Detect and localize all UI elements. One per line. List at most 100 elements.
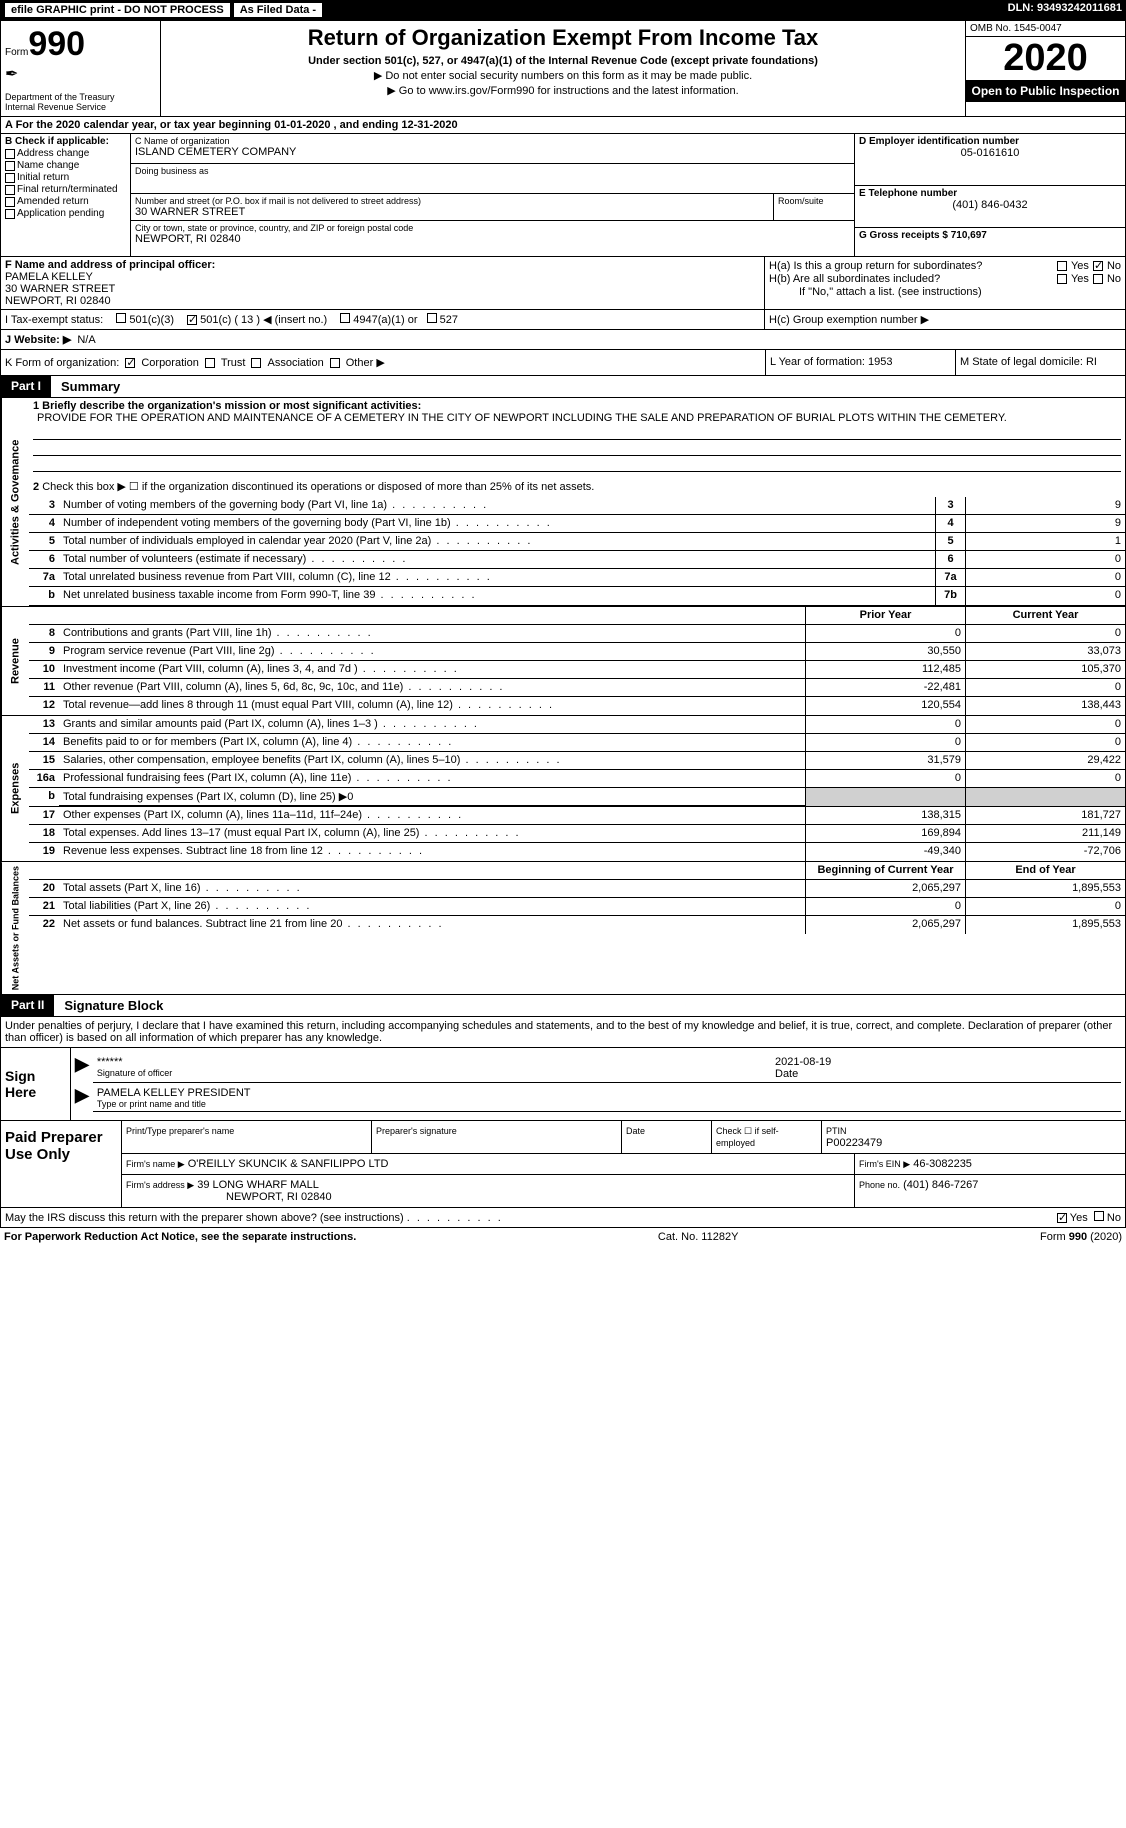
cb-address[interactable] [5,149,15,159]
m-domicile: M State of legal domicile: RI [955,350,1125,375]
form-container: efile GRAPHIC print - DO NOT PROCESS As … [0,0,1126,1246]
form-instr1: ▶ Do not enter social security numbers o… [165,69,961,82]
side-netassets: Net Assets or Fund Balances [1,862,29,994]
expense-row: 17Other expenses (Part IX, column (A), l… [29,807,1125,825]
ptin-value: P00223479 [826,1137,882,1149]
form-number: 990 [28,25,85,64]
netassets-row: 20Total assets (Part X, line 16)2,065,29… [29,880,1125,898]
cb-amended-label: Amended return [17,196,89,207]
cb-name[interactable] [5,161,15,171]
netassets-row: 22Net assets or fund balances. Subtract … [29,916,1125,934]
cb-assoc[interactable] [251,358,261,368]
officer-name-sig: PAMELA KELLEY PRESIDENT [97,1087,1117,1099]
phone-label: E Telephone number [859,188,1121,199]
street-label: Number and street (or P.O. box if mail i… [135,196,769,206]
ein-value: 05-0161610 [859,147,1121,159]
part2-title: Signature Block [54,995,173,1016]
dln: DLN: 93493242011681 [1008,2,1122,18]
firm-name-label: Firm's name ▶ [126,1159,185,1169]
netassets-row: 21Total liabilities (Part X, line 26)00 [29,898,1125,916]
h]b-yes[interactable] [1057,274,1067,284]
revenue-row: 8Contributions and grants (Part VIII, li… [29,625,1125,643]
j-label: J Website: ▶ [5,333,71,346]
prep-check-label: Check ☐ if self-employed [716,1126,779,1148]
cb-other[interactable] [330,358,340,368]
sign-here-label: Sign Here [1,1048,71,1120]
discuss-yes[interactable] [1057,1213,1067,1223]
hb-ifno: If "No," attach a list. (see instruction… [769,286,1121,298]
open-public: Open to Public Inspection [966,80,1125,102]
mission-text: PROVIDE FOR THE OPERATION AND MAINTENANC… [33,412,1121,424]
governance-row: 5Total number of individuals employed in… [29,533,1125,551]
ha-yes[interactable] [1057,261,1067,271]
firm-ein: 46-3082235 [913,1158,972,1170]
cb-corp[interactable] [125,358,135,368]
hb-label: H(b) Are all subordinates included? [769,273,1057,285]
efile-box: efile GRAPHIC print - DO NOT PROCESS [4,2,231,18]
cb-amended[interactable] [5,197,15,207]
room-label: Room/suite [778,196,850,206]
section-j: J Website: ▶ N/A [0,330,1126,350]
part1-tag: Part I [1,376,51,397]
hb-no[interactable] [1093,274,1103,284]
governance-row: 6Total number of volunteers (estimate if… [29,551,1125,569]
k-label: K Form of organization: [5,357,119,369]
prep-name-label: Print/Type preparer's name [126,1126,234,1136]
line1-label: 1 Briefly describe the organization's mi… [33,400,421,412]
section-k: K Form of organization: Corporation Trus… [0,350,1126,376]
firm-ein-label: Firm's EIN ▶ [859,1159,910,1169]
cb-501c3[interactable] [116,313,126,323]
form-header: Form 990 ✒ Department of the Treasury In… [0,20,1126,117]
phone-value: (401) 846-0432 [859,199,1121,211]
cb-trust[interactable] [205,358,215,368]
firm-name: O'REILLY SKUNCIK & SANFILIPPO LTD [188,1158,389,1170]
part1-header: Part I Summary [0,376,1126,398]
revenue-row: 12Total revenue—add lines 8 through 11 (… [29,697,1125,715]
expenses-section: Expenses 13Grants and similar amounts pa… [0,715,1126,861]
form-instr2: ▶ Go to www.irs.gov/Form990 for instruct… [165,84,961,97]
firm-addr: 39 LONG WHARF MALL [197,1179,319,1191]
hc-label: H(c) Group exemption number ▶ [765,310,1125,329]
header-begin: Beginning of Current Year [805,862,965,879]
main-info: B Check if applicable: Address change Na… [0,134,1126,257]
cb-pending[interactable] [5,209,15,219]
footer-center: Cat. No. 11282Y [658,1231,739,1243]
section-a: A For the 2020 calendar year, or tax yea… [0,117,1126,134]
penalty-text: Under penalties of perjury, I declare th… [1,1017,1125,1048]
cb-final-label: Final return/terminated [17,184,118,195]
expense-row: bTotal fundraising expenses (Part IX, co… [29,788,1125,807]
cb-4947[interactable] [340,313,350,323]
header-bar: efile GRAPHIC print - DO NOT PROCESS As … [0,0,1126,20]
footer-left: For Paperwork Reduction Act Notice, see … [4,1231,356,1243]
street-value: 30 WARNER STREET [135,206,769,218]
ha-label: H(a) Is this a group return for subordin… [769,260,1057,272]
netassets-section: Net Assets or Fund Balances Beginning of… [0,861,1126,995]
l-formation: L Year of formation: 1953 [765,350,955,375]
form-text: Form [5,47,28,58]
cb-501c[interactable] [187,315,197,325]
section-taxexempt-row: I Tax-exempt status: 501(c)(3) 501(c) ( … [0,310,1126,330]
ptin-label: PTIN [826,1126,847,1136]
dba-label: Doing business as [135,166,850,176]
revenue-row: 10Investment income (Part VIII, column (… [29,661,1125,679]
discuss-question: May the IRS discuss this return with the… [5,1212,404,1224]
activities-governance: Activities & Govemance 1 Briefly describ… [0,398,1126,606]
governance-row: bNet unrelated business taxable income f… [29,587,1125,605]
discuss-no[interactable] [1094,1211,1104,1221]
prep-sig-label: Preparer's signature [376,1126,457,1136]
cb-527[interactable] [427,313,437,323]
sig-date-label: Date [775,1068,1117,1080]
firm-city: NEWPORT, RI 02840 [126,1191,332,1203]
part2-header: Part II Signature Block [0,995,1126,1017]
line2-text: Check this box ▶ ☐ if the organization d… [42,481,594,493]
officer-street: 30 WARNER STREET [5,283,760,295]
governance-row: 3Number of voting members of the governi… [29,497,1125,515]
city-value: NEWPORT, RI 02840 [135,233,850,245]
cb-initial[interactable] [5,173,15,183]
cb-final[interactable] [5,185,15,195]
firm-addr-label: Firm's address ▶ [126,1180,194,1190]
side-activities: Activities & Govemance [1,398,29,606]
asfiled-box: As Filed Data - [233,2,323,18]
cb-name-label: Name change [17,160,79,171]
ha-no[interactable] [1093,261,1103,271]
